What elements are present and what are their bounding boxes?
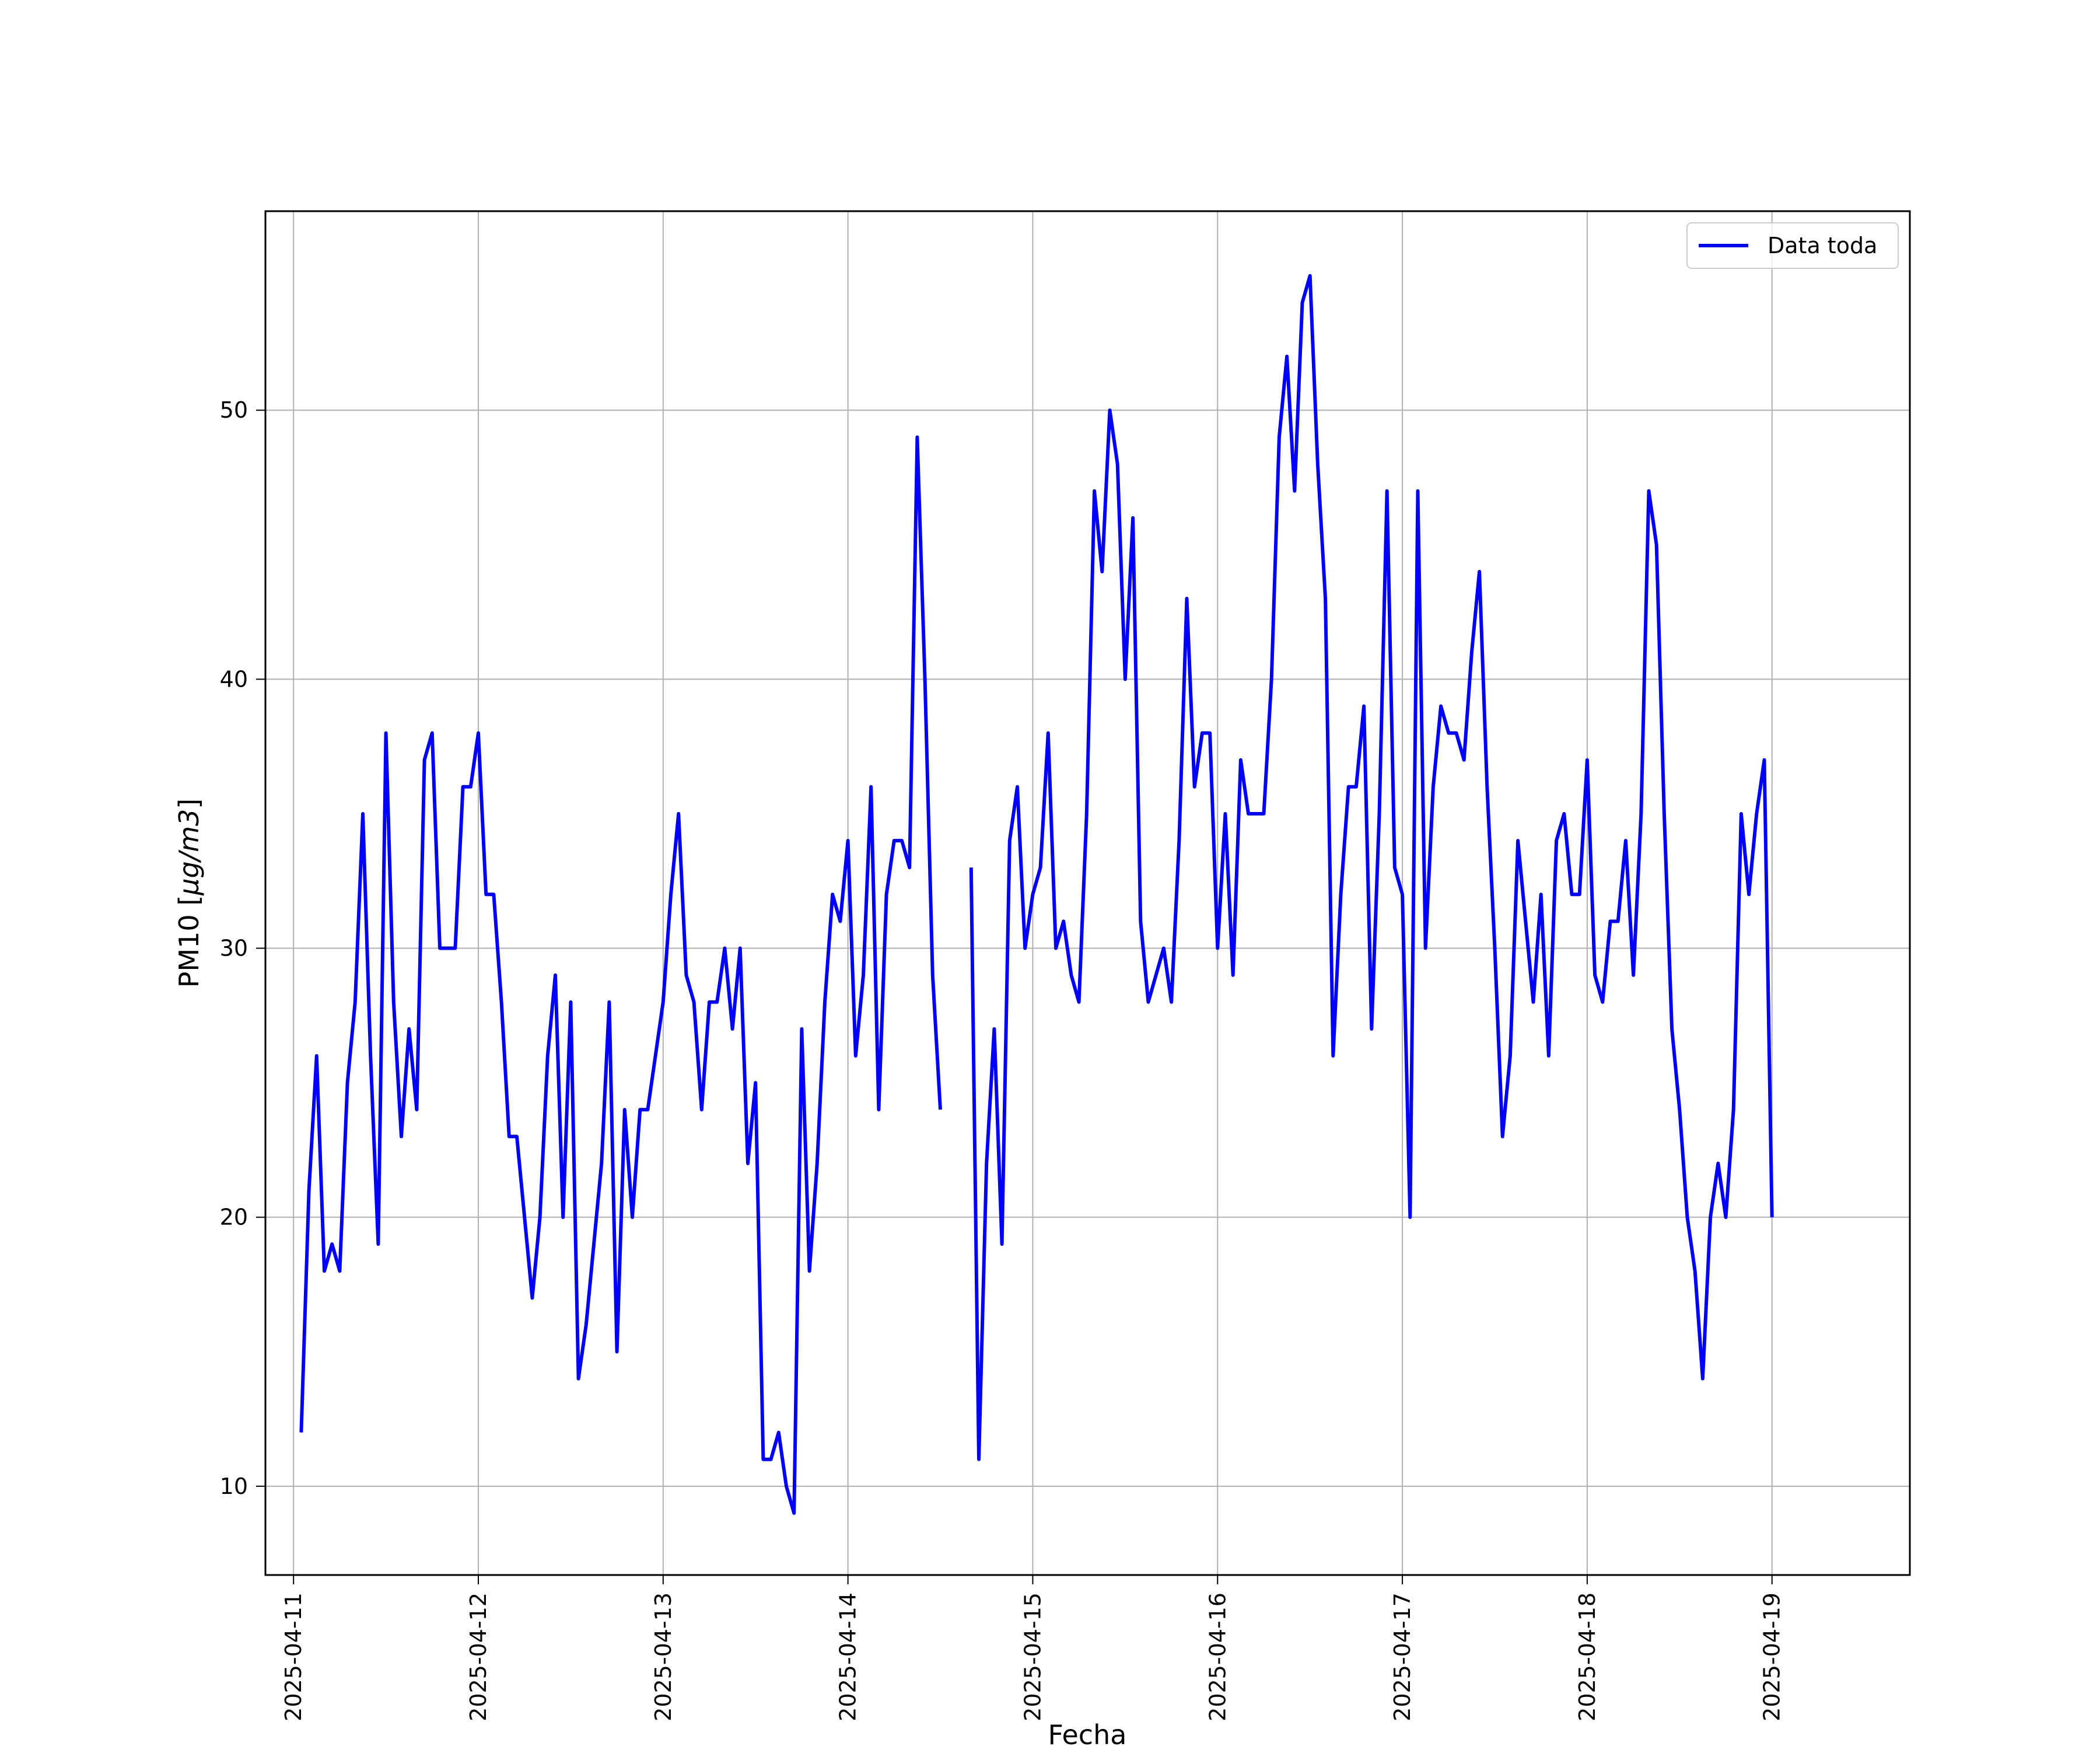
y-tick-label: 10 [220,1474,248,1499]
y-tick-label: 30 [220,936,248,961]
x-tick-label: 2025-04-14 [835,1592,861,1721]
series-line-segment [969,274,1774,1461]
x-tick-label: 2025-04-12 [466,1592,491,1721]
y-tick-label: 50 [220,397,248,423]
x-tick-label: 2025-04-17 [1390,1592,1415,1721]
x-tick-label: 2025-04-11 [281,1592,306,1721]
x-tick-label: 2025-04-13 [650,1592,676,1721]
x-tick-label: 2025-04-16 [1205,1592,1230,1721]
y-tick-label: 40 [220,666,248,692]
x-tick-label: 2025-04-19 [1759,1592,1785,1721]
y-tick-label: 20 [220,1205,248,1230]
x-tick-label: 2025-04-15 [1020,1592,1045,1721]
legend-label: Data toda [1768,233,1877,258]
legend: Data toda [1686,222,1899,269]
legend-box [1686,222,1899,269]
x-axis-label: Fecha [1048,1719,1127,1750]
x-tick-label: 2025-04-18 [1574,1592,1600,1721]
y-axis-label: PM10 [µg/m3] [173,799,205,988]
series-line-segment [299,435,942,1515]
plot-frame [264,210,1911,1576]
